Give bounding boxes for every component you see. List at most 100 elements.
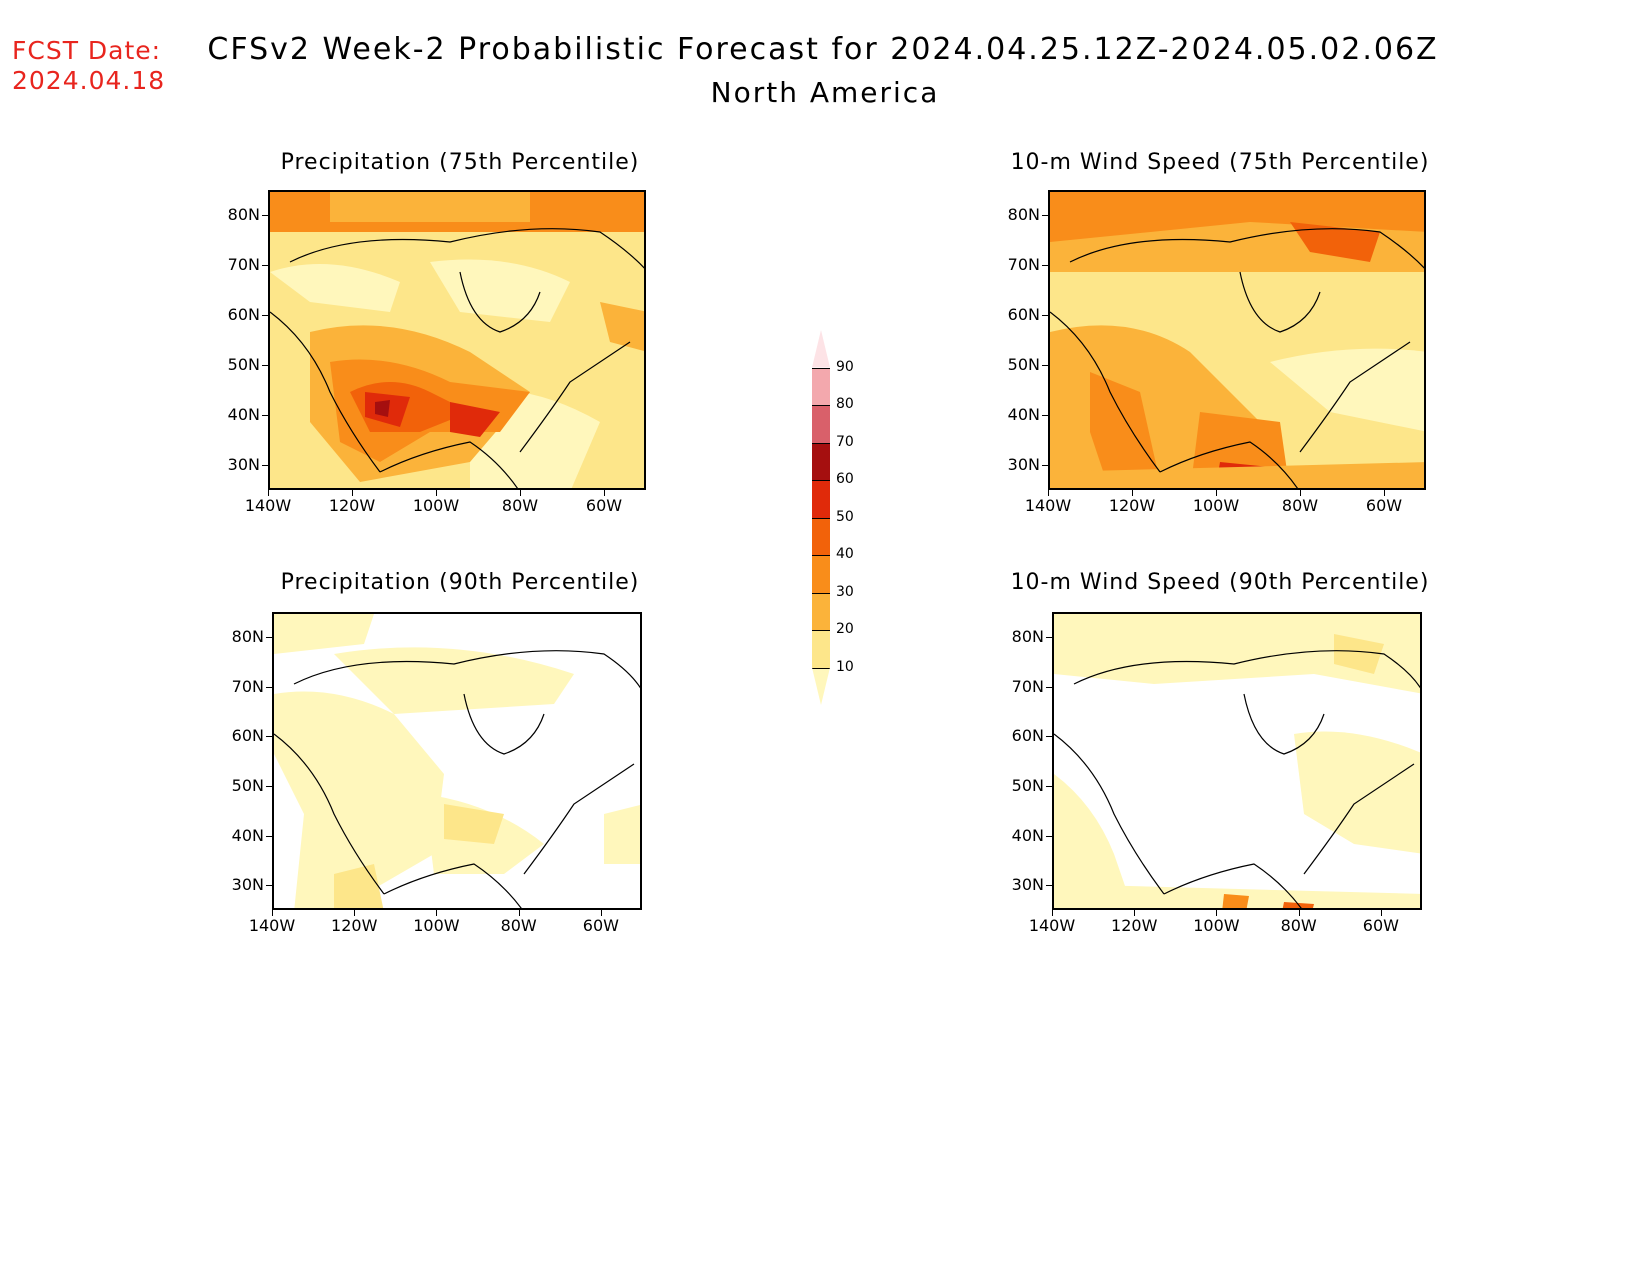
colorbar-swatch	[812, 405, 830, 443]
lat-tick-label: 30N	[231, 875, 264, 895]
colorbar-swatch	[812, 480, 830, 518]
lon-tick-mark	[1052, 910, 1053, 916]
lat-tick-label: 30N	[227, 455, 260, 474]
map-precip-75	[268, 190, 646, 490]
lat-tick-mark	[266, 636, 272, 638]
map-wind-75	[1048, 190, 1426, 490]
colorbar-label: 30	[836, 583, 854, 600]
lat-tick-label: 80N	[227, 205, 260, 224]
colorbar-swatch	[812, 442, 830, 480]
lon-tick-mark	[354, 910, 356, 916]
lat-tick-mark	[266, 885, 272, 887]
lat-tick-mark	[1042, 465, 1048, 466]
lon-tick-label: 100W	[413, 916, 460, 935]
lat-tick-label: 70N	[227, 255, 260, 274]
lon-tick-mark	[604, 490, 605, 496]
colorbar-label: 90	[836, 358, 854, 375]
lon-tick-mark	[1216, 490, 1217, 496]
colorbar-swatch	[812, 630, 830, 668]
panel-precip-75: Precipitation (75th Percentile) 80N 70N 60…	[200, 150, 670, 520]
colorbar-label: 10	[836, 658, 854, 675]
lon-tick-label: 120W	[331, 916, 378, 935]
fcst-date-value: 2024.04.18	[12, 66, 166, 95]
lat-tick-label: 60N	[231, 726, 264, 746]
lat-tick-label: 60N	[227, 305, 260, 324]
colorbar-label: 70	[836, 433, 854, 450]
colorbar-label: 80	[836, 396, 854, 412]
lat-tick-label: 50N	[1007, 355, 1040, 374]
lat-tick-label: 40N	[1011, 825, 1044, 845]
lon-tick-label: 60W	[582, 916, 619, 935]
lon-tick-label: 140W	[1028, 916, 1076, 935]
lon-tick-label: 120W	[1108, 496, 1156, 515]
colorbar-label: 60	[836, 471, 854, 487]
fcst-date-label: FCST Date:	[12, 36, 162, 65]
colorbar-label: 50	[836, 508, 854, 525]
lat-tick-mark	[262, 465, 268, 466]
lon-tick-label: 60W	[1365, 496, 1403, 515]
lon-tick-label: 80W	[1280, 916, 1317, 935]
lat-tick-mark	[262, 365, 268, 366]
colorbar-swatch	[812, 330, 830, 368]
lon-tick-label: 140W	[244, 496, 292, 515]
lat-tick-mark	[1042, 315, 1048, 316]
figure-title: CFSv2 Week-2 Probabilistic Forecast for …	[207, 32, 1439, 67]
lon-tick-mark	[436, 490, 437, 496]
lat-tick-mark	[262, 415, 268, 416]
lat-tick-mark	[262, 215, 268, 216]
colorbar-swatch	[812, 517, 830, 555]
lat-tick-mark	[1046, 686, 1052, 688]
lat-tick-label: 50N	[231, 775, 264, 795]
lon-tick-mark	[518, 910, 520, 916]
lon-tick-label: 80W	[1281, 496, 1319, 515]
lat-tick-label: 70N	[1011, 676, 1044, 696]
lat-tick-label: 80N	[1007, 205, 1040, 224]
colorbar: 10 20 30 40 50 60 70 80 90	[800, 330, 890, 730]
lon-tick-label: 140W	[248, 916, 296, 935]
colorbar-label: 20	[836, 621, 854, 637]
lon-tick-mark	[1134, 910, 1136, 916]
lat-tick-mark	[1046, 736, 1052, 738]
colorbar-swatch	[812, 555, 830, 593]
lon-tick-label: 60W	[1362, 916, 1399, 935]
map-field	[270, 192, 644, 488]
panel-precip-90: Precipitation (90th Percentile) 80N 70N 60…	[200, 570, 670, 940]
map-precip-90	[272, 612, 642, 910]
lat-tick-mark	[1042, 365, 1048, 366]
lon-tick-label: 100W	[1193, 916, 1240, 935]
lat-tick-label: 50N	[227, 355, 260, 374]
lat-tick-label: 40N	[1007, 405, 1040, 424]
lon-tick-label: 60W	[585, 496, 623, 515]
lat-tick-mark	[262, 265, 268, 266]
lat-tick-label: 70N	[231, 676, 264, 696]
lat-tick-label: 80N	[231, 626, 264, 646]
lon-tick-mark	[600, 910, 602, 916]
lon-tick-label: 100W	[1192, 496, 1240, 515]
panel-wind-75: 10-m Wind Speed (75th Percentile) 80N 70N…	[980, 150, 1450, 520]
colorbar-swatch	[812, 667, 830, 705]
fcst-date-block: FCST Date: 2024.04.18	[12, 36, 165, 96]
map-field	[1054, 614, 1420, 908]
lat-tick-label: 80N	[1011, 626, 1044, 646]
colorbar-swatch	[812, 592, 830, 630]
lon-tick-label: 120W	[1111, 916, 1158, 935]
map-field	[1050, 192, 1424, 488]
colorbar-swatch	[812, 367, 830, 405]
lon-tick-label: 80W	[500, 916, 537, 935]
lat-tick-label: 40N	[231, 825, 264, 845]
lon-tick-mark	[1048, 490, 1049, 496]
lat-tick-mark	[266, 785, 272, 787]
lat-tick-mark	[266, 736, 272, 738]
lat-tick-label: 50N	[1011, 775, 1044, 795]
lat-tick-mark	[1042, 265, 1048, 266]
lon-tick-label: 120W	[328, 496, 376, 515]
lat-tick-mark	[1042, 215, 1048, 216]
lat-tick-label: 30N	[1011, 875, 1044, 895]
panel-wind-90: 10-m Wind Speed (90th Percentile) 80N 70N…	[980, 570, 1450, 940]
lon-tick-mark	[1216, 910, 1218, 916]
lon-tick-mark	[352, 490, 353, 496]
panel-title: Precipitation (90th Percentile)	[280, 570, 640, 595]
lon-tick-mark	[1298, 910, 1300, 916]
lon-tick-label: 80W	[501, 496, 539, 515]
lon-tick-mark	[1384, 490, 1385, 496]
